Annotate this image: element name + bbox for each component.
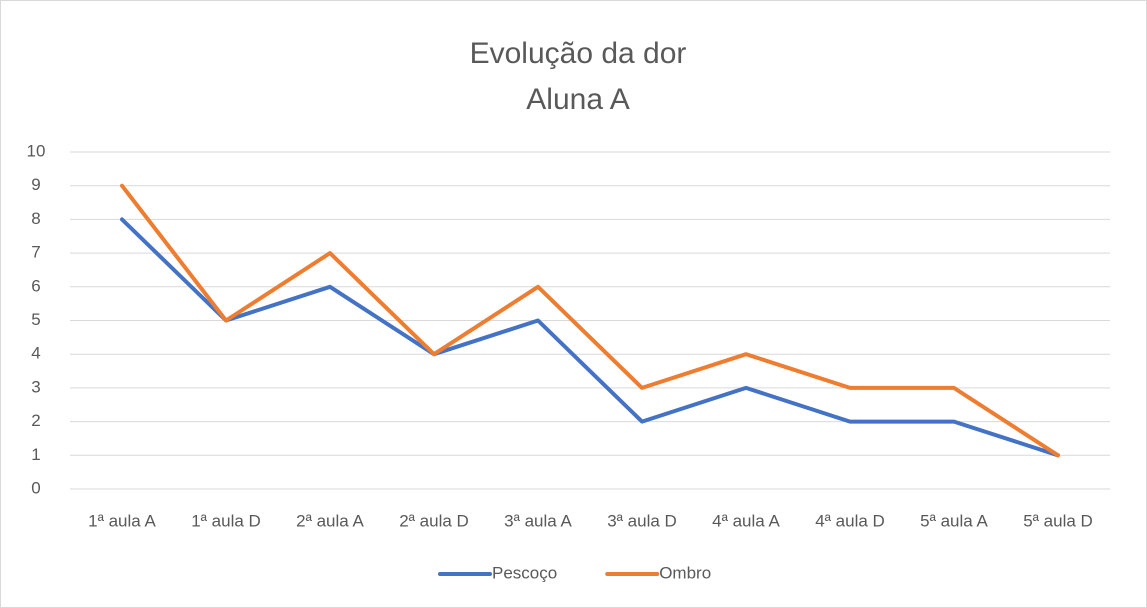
y-tick-label: 9	[31, 175, 40, 194]
legend-label: Ombro	[659, 563, 711, 582]
y-tick-label: 3	[31, 377, 40, 396]
chart-title: Evolução da dor	[470, 37, 687, 70]
chart-subtitle: Aluna A	[526, 83, 629, 116]
x-tick-label: 5ª aula A	[920, 511, 988, 530]
y-tick-label: 0	[31, 478, 40, 497]
y-tick-label: 8	[31, 209, 40, 228]
y-tick-label: 5	[31, 310, 40, 329]
y-tick-label: 1	[31, 445, 40, 464]
line-series	[120, 183, 1060, 458]
x-tick-label: 2ª aula D	[399, 511, 469, 530]
y-tick-label: 6	[31, 276, 40, 295]
x-tick-label: 3ª aula D	[607, 511, 677, 530]
y-tick-label: 2	[31, 411, 40, 430]
x-tick-label: 2ª aula A	[296, 511, 364, 530]
x-tick-label: 3ª aula A	[504, 511, 572, 530]
y-tick-label: 4	[31, 344, 40, 363]
x-tick-label: 5ª aula D	[1023, 511, 1093, 530]
x-tick-label: 4ª aula A	[712, 511, 780, 530]
x-tick-label: 1ª aula A	[88, 511, 156, 530]
x-tick-label: 4ª aula D	[815, 511, 885, 530]
line-series	[120, 217, 1060, 458]
y-tick-label: 7	[31, 243, 40, 262]
x-tick-label: 1ª aula D	[191, 511, 261, 530]
y-tick-label: 10	[27, 141, 46, 160]
legend-label: Pescoço	[492, 563, 557, 582]
